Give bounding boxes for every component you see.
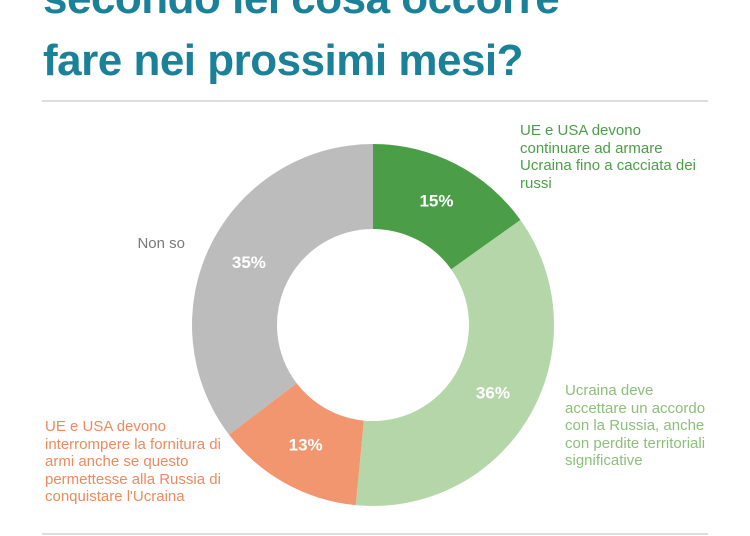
category-label: UE e USA devono interrompere la fornitur…	[45, 418, 221, 505]
slice	[228, 383, 364, 506]
slice	[373, 144, 521, 270]
title-line: fare nei prossimi mesi?	[43, 36, 524, 85]
value-label: 35%	[232, 253, 266, 272]
value-label: 15%	[419, 191, 453, 210]
value-label: 13%	[289, 436, 323, 455]
slice	[355, 220, 555, 506]
category-label: Ucraina deve accettare un accordo con la…	[565, 382, 706, 469]
category-label: Non so	[137, 235, 185, 252]
slice	[191, 144, 373, 435]
category-label: UE e USA devono continuare ad armare Ucr…	[520, 122, 696, 192]
value-label: 36%	[476, 384, 510, 403]
title-line: secondo lei cosa occorre	[43, 0, 560, 24]
